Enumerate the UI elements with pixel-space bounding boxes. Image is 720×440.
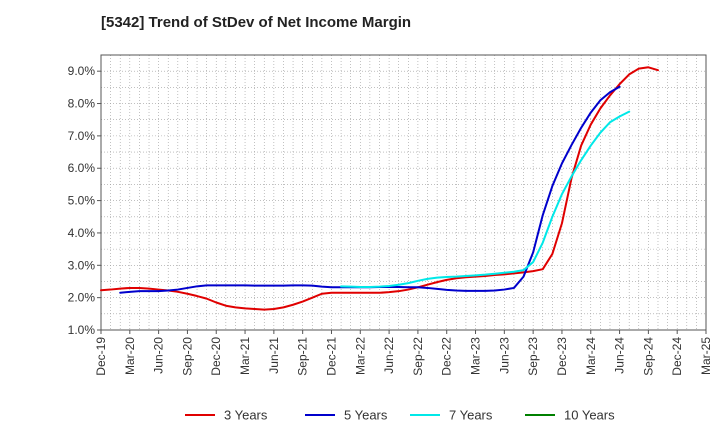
series-line-5-years <box>119 85 621 294</box>
x-tick-label: Mar-25 <box>699 337 713 375</box>
series-lines <box>100 66 659 311</box>
x-tick-label: Dec-20 <box>209 337 223 376</box>
x-tick-label: Mar-24 <box>584 337 598 375</box>
x-tick-label: Dec-24 <box>670 337 684 376</box>
x-axis: Dec-19 Mar-20 Jun-20 Sep-20 Dec-20 Mar-21 Jun-… <box>94 330 713 376</box>
x-tick-label: Jun-21 <box>267 337 281 374</box>
grid-lines <box>101 55 706 330</box>
plot-area-frame <box>100 54 707 331</box>
y-tick-label: 1.0% <box>68 323 96 337</box>
x-tick-label: Sep-21 <box>296 337 310 376</box>
y-tick-label: 5.0% <box>68 194 96 208</box>
chart-title: [5342] Trend of StDev of Net Income Marg… <box>101 14 412 31</box>
x-tick-label: Dec-21 <box>324 337 338 376</box>
x-tick-label: Sep-23 <box>526 337 540 376</box>
y-axis: 1.0% 2.0% 3.0% 4.0% 5.0% 6.0% 7.0% 8.0% 9.0% <box>68 64 101 337</box>
x-tick-label: Jun-24 <box>613 337 627 374</box>
y-tick-label: 4.0% <box>68 226 96 240</box>
x-tick-label: Sep-22 <box>411 337 425 376</box>
y-tick-label: 3.0% <box>68 258 96 272</box>
y-tick-label: 2.0% <box>68 291 96 305</box>
legend-label-3-years: 3 Years <box>224 408 268 423</box>
x-tick-label: Dec-22 <box>440 337 454 376</box>
x-tick-label: Mar-22 <box>353 337 367 375</box>
x-tick-label: Dec-23 <box>555 337 569 376</box>
x-tick-label: Dec-19 <box>94 337 108 376</box>
legend-label-10-years: 10 Years <box>564 408 615 423</box>
x-tick-label: Jun-20 <box>152 337 166 374</box>
series-line-3-years <box>100 66 659 311</box>
chart-legend: 3 Years 5 Years 7 Years 10 Years <box>185 408 615 423</box>
y-tick-label: 8.0% <box>68 97 96 111</box>
series-line-7-years <box>340 110 631 288</box>
y-tick-label: 9.0% <box>68 64 96 78</box>
x-tick-label: Jun-22 <box>382 337 396 374</box>
x-tick-label: Mar-23 <box>469 337 483 375</box>
x-tick-label: Sep-24 <box>641 337 655 376</box>
legend-label-7-years: 7 Years <box>449 408 493 423</box>
x-tick-label: Mar-21 <box>238 337 252 375</box>
x-tick-label: Sep-20 <box>180 337 194 376</box>
x-tick-label: Jun-23 <box>497 337 511 374</box>
legend-label-5-years: 5 Years <box>344 408 388 423</box>
x-tick-label: Mar-20 <box>123 337 137 375</box>
y-tick-label: 6.0% <box>68 161 96 175</box>
y-tick-label: 7.0% <box>68 129 96 143</box>
